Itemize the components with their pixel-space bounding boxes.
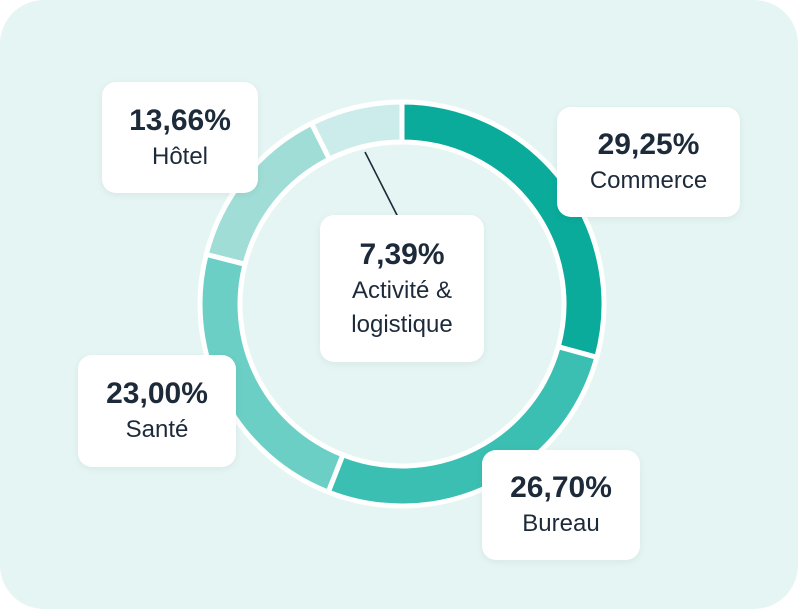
percent-label: 26,70% bbox=[510, 471, 612, 504]
category-label: Commerce bbox=[589, 167, 708, 194]
category-label: Santé bbox=[125, 416, 189, 443]
percent-label: 29,25% bbox=[597, 128, 700, 161]
leader-line bbox=[364, 151, 402, 224]
label-box: 13,66% Hôtel bbox=[102, 82, 258, 193]
percent-label: 13,66% bbox=[129, 103, 231, 137]
category-label: Hôtel bbox=[151, 142, 209, 170]
label-box: 29,25% Commerce bbox=[557, 107, 740, 217]
label-box: 26,70% Bureau bbox=[482, 450, 640, 560]
percent-label: 7,39% bbox=[359, 237, 445, 271]
donut-segment bbox=[309, 99, 405, 162]
category-label: Activité & logistique bbox=[351, 276, 453, 338]
percent-label: 23,00% bbox=[106, 377, 208, 410]
label-box: 7,39% Activité & logistique bbox=[320, 215, 484, 362]
category-label: Bureau bbox=[522, 510, 600, 537]
label-box: 23,00% Santé bbox=[78, 355, 236, 467]
